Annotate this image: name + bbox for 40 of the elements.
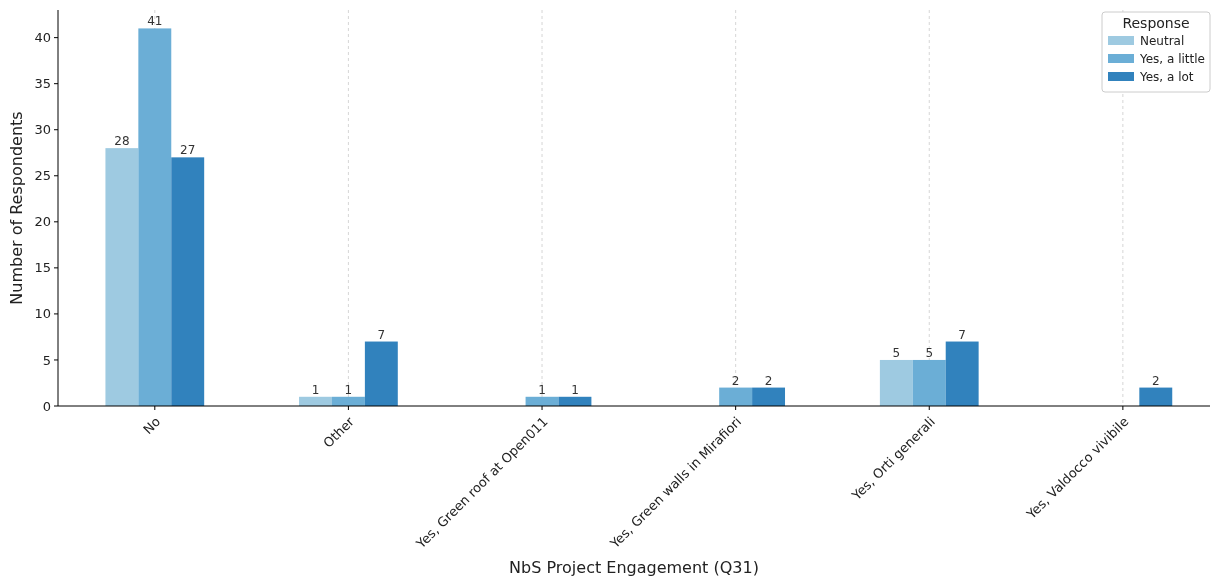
bar — [1139, 387, 1173, 406]
bar — [171, 157, 205, 406]
y-tick-label: 5 — [42, 352, 51, 368]
y-tick-label: 10 — [34, 306, 51, 322]
data-label: 1 — [571, 382, 579, 397]
bar — [945, 341, 979, 406]
data-label: 7 — [958, 327, 966, 342]
y-tick-label: 40 — [34, 30, 51, 46]
legend-title: Response — [1122, 15, 1190, 31]
y-tick-label: 0 — [42, 398, 51, 414]
data-label: 27 — [180, 143, 196, 158]
data-label: 1 — [538, 382, 546, 397]
x-axis-title: NbS Project Engagement (Q31) — [509, 558, 759, 577]
x-tick-label: No — [140, 413, 164, 438]
y-tick-label: 15 — [34, 260, 51, 276]
bar — [752, 387, 786, 406]
data-label: 2 — [731, 373, 740, 388]
data-label: 5 — [925, 345, 934, 360]
data-label: 2 — [1151, 373, 1160, 388]
data-label: 1 — [344, 382, 353, 397]
data-label: 5 — [892, 345, 901, 360]
bar — [912, 359, 946, 406]
y-tick-label: 35 — [34, 76, 51, 92]
data-label: 2 — [764, 373, 773, 388]
bar — [364, 341, 398, 406]
y-axis-title: Number of Respondents — [7, 111, 26, 305]
y-tick-label: 25 — [34, 168, 51, 184]
data-label: 41 — [147, 14, 163, 29]
data-label: 1 — [311, 382, 320, 397]
legend-label: Neutral — [1140, 34, 1185, 49]
y-tick-label: 30 — [34, 122, 51, 138]
data-label: 28 — [114, 134, 130, 149]
bar — [879, 359, 913, 406]
bar — [138, 28, 172, 406]
y-tick-label: 20 — [34, 214, 51, 230]
bar — [105, 148, 139, 406]
legend-label: Yes, a little — [1139, 52, 1205, 67]
legend-label: Yes, a lot — [1139, 70, 1194, 85]
bar — [719, 387, 753, 406]
data-label: 7 — [377, 327, 386, 342]
